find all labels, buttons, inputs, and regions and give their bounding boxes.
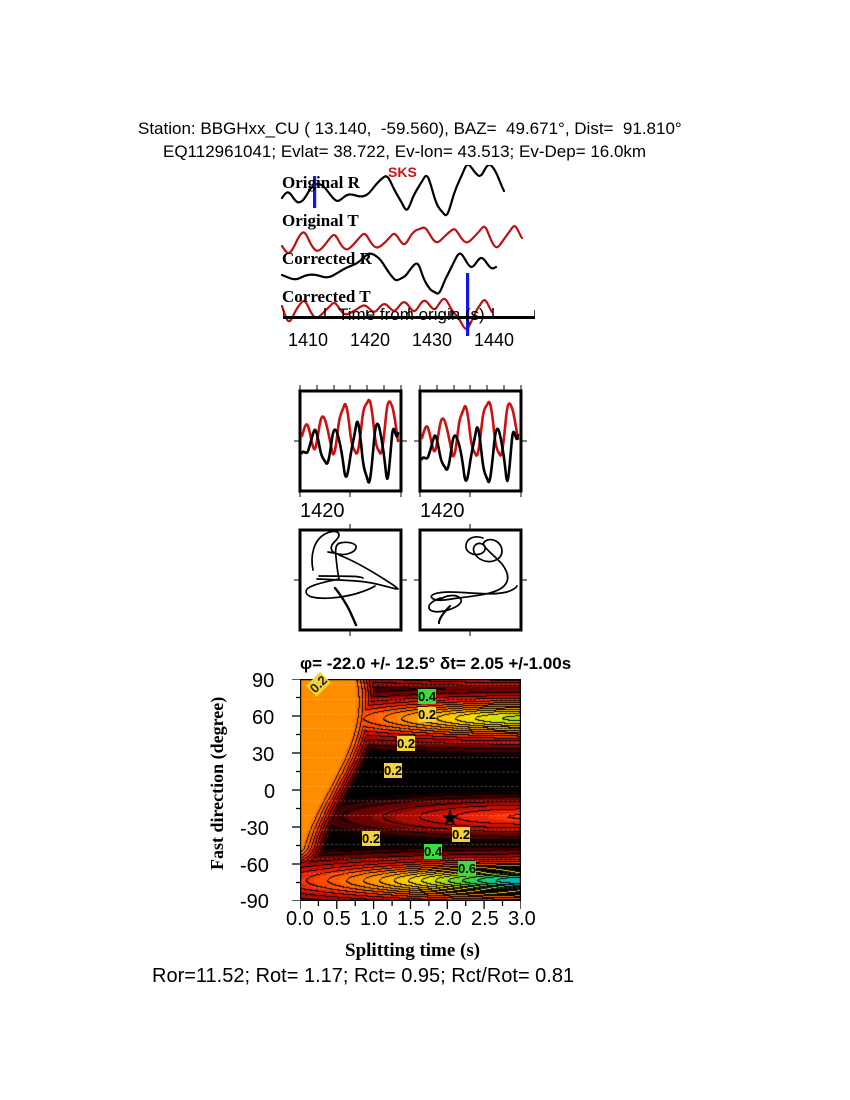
svg-text:SKS: SKS: [388, 165, 417, 180]
